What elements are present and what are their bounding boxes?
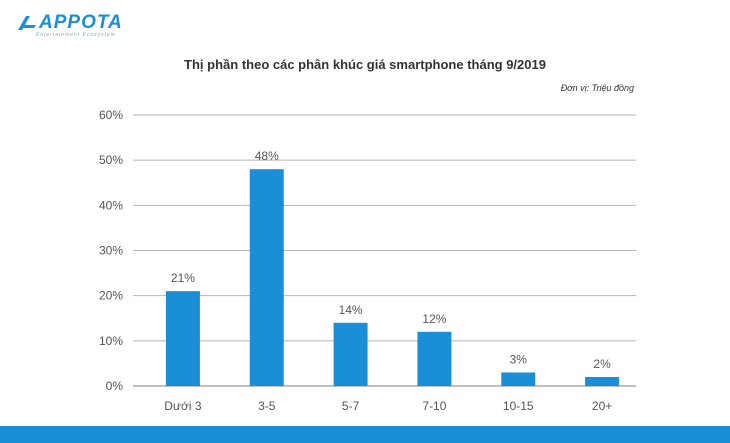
bar — [501, 372, 536, 386]
y-tick-label: 50% — [99, 153, 123, 167]
brand-logo: APPOTA Entertainment Ecosystem — [16, 12, 123, 38]
data-label: 48% — [255, 149, 279, 163]
data-label: 12% — [422, 312, 446, 326]
y-tick-label: 0% — [106, 379, 124, 393]
y-tick-label: 30% — [99, 244, 123, 258]
data-label: 14% — [339, 303, 363, 317]
x-tick-label: Dưới 3 — [164, 399, 202, 413]
x-tick-label: 7-10 — [422, 399, 446, 413]
y-tick-label: 10% — [99, 334, 123, 348]
brand-tagline: Entertainment Ecosystem — [36, 32, 116, 38]
x-tick-label: 20+ — [592, 399, 612, 413]
x-tick-label: 10-15 — [503, 399, 534, 413]
data-label: 2% — [593, 357, 611, 371]
brand-name: APPOTA — [39, 12, 123, 33]
data-label: 21% — [171, 271, 195, 285]
bar — [249, 169, 284, 386]
footer-bar — [0, 426, 730, 443]
chart-title: Thị phần theo các phân khúc giá smartpho… — [184, 57, 546, 72]
y-tick-label: 40% — [99, 198, 123, 212]
x-tick-label: 5-7 — [342, 399, 360, 413]
x-tick-label: 3-5 — [258, 399, 276, 413]
data-label: 3% — [510, 352, 528, 366]
y-tick-label: 20% — [99, 289, 123, 303]
bar — [333, 322, 368, 386]
chart-unit: Đơn vị: Triệu đồng — [560, 83, 634, 93]
bar — [165, 291, 200, 386]
appota-logo-icon — [18, 16, 36, 30]
bar — [585, 376, 620, 386]
bar — [417, 331, 452, 386]
y-tick-label: 60% — [99, 108, 123, 122]
